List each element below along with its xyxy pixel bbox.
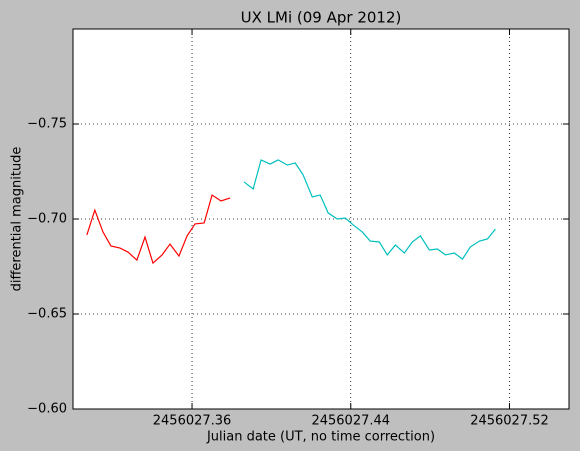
y-tick-label: −0.75 (27, 117, 67, 132)
data-line (86, 194, 231, 265)
plot-frame (72, 28, 570, 410)
chart-title: UX LMi (09 Apr 2012) (241, 9, 402, 27)
x-tick-label: 2456027.52 (470, 414, 549, 429)
y-tick-label: −0.60 (27, 402, 67, 417)
y-tick-label: −0.65 (27, 307, 67, 322)
x-tick-label: 2456027.44 (311, 414, 390, 429)
data-line (243, 159, 496, 260)
y-axis-label: differential magnitude (10, 147, 25, 292)
x-tick-label: 2456027.36 (153, 414, 232, 429)
x-axis-label: Julian date (UT, no time correction) (206, 430, 435, 445)
y-tick-label: −0.70 (27, 212, 67, 227)
